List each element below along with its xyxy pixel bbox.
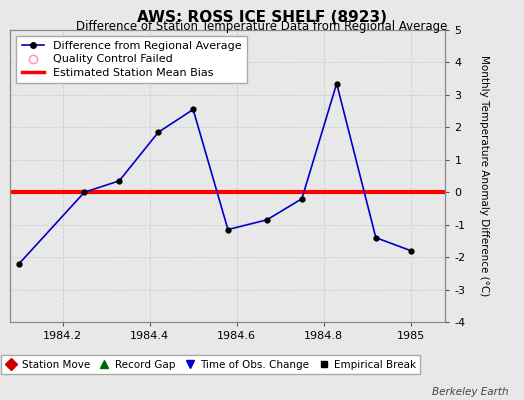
Legend: Station Move, Record Gap, Time of Obs. Change, Empirical Break: Station Move, Record Gap, Time of Obs. C… [1,355,420,374]
Text: AWS: ROSS ICE SHELF (8923): AWS: ROSS ICE SHELF (8923) [137,10,387,25]
Y-axis label: Monthly Temperature Anomaly Difference (°C): Monthly Temperature Anomaly Difference (… [479,55,489,297]
Text: Difference of Station Temperature Data from Regional Average: Difference of Station Temperature Data f… [77,20,447,33]
Text: Berkeley Earth: Berkeley Earth [432,387,508,397]
